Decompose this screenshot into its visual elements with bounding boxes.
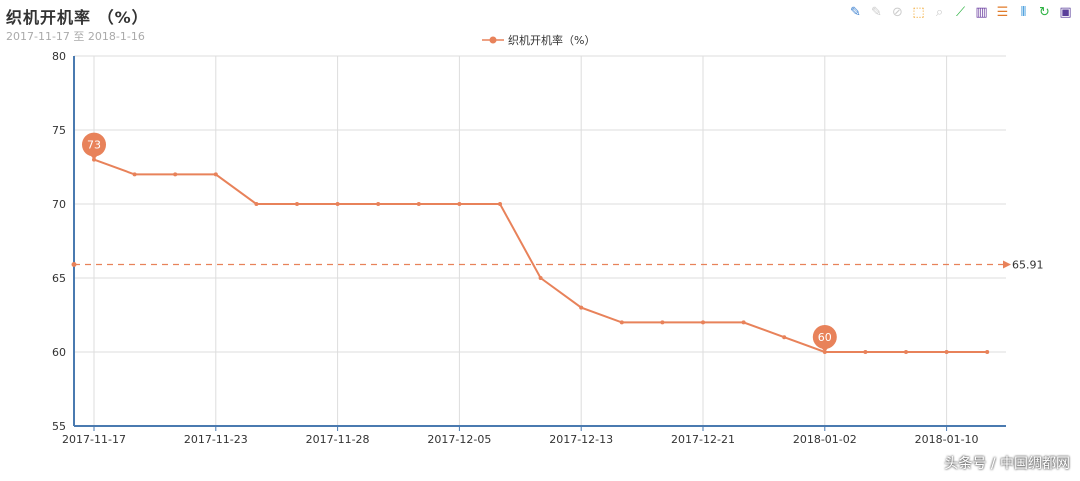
x-tick-label: 2017-11-23 xyxy=(184,433,248,446)
x-tick-label: 2017-11-28 xyxy=(306,433,370,446)
data-zoom-reset-icon[interactable]: ⌕ xyxy=(935,5,944,20)
data-point xyxy=(701,320,705,325)
data-point xyxy=(741,320,746,325)
data-point xyxy=(538,276,543,280)
data-point xyxy=(904,350,908,354)
data-point xyxy=(619,320,624,325)
y-tick-label: 65 xyxy=(52,272,66,285)
stack-icon[interactable]: ☰ xyxy=(996,5,1009,20)
data-point xyxy=(863,350,868,354)
restore-icon[interactable]: ↻ xyxy=(1039,5,1050,20)
save-image-icon[interactable]: ▣ xyxy=(1059,5,1072,20)
data-point xyxy=(173,172,178,177)
x-tick-label: 2018-01-02 xyxy=(793,433,857,446)
series-line xyxy=(93,158,988,353)
legend[interactable]: 织机开机率（%） xyxy=(482,32,595,48)
mark-pin xyxy=(82,132,106,157)
bar-chart-icon[interactable]: ▥ xyxy=(975,5,988,20)
mark-line-start-dot xyxy=(71,262,77,268)
x-tick-label: 2017-12-21 xyxy=(671,433,735,446)
data-point xyxy=(457,202,462,206)
x-tick-label: 2018-01-10 xyxy=(915,433,979,446)
mark-pin-label: 73 xyxy=(87,139,101,152)
data-point xyxy=(295,202,299,206)
y-tick-label: 75 xyxy=(52,124,66,137)
tiled-icon[interactable]: ⦀ xyxy=(1020,5,1027,20)
line-chart-icon[interactable]: ⟋ xyxy=(955,5,966,20)
watermark: 头条号 / 中国绸都网 xyxy=(944,456,1070,472)
data-zoom-icon[interactable]: ⬚ xyxy=(912,5,925,20)
mark-undo-icon[interactable]: ✎ xyxy=(871,5,882,20)
data-point xyxy=(376,202,381,206)
data-point xyxy=(660,320,665,325)
y-tick-label: 55 xyxy=(52,420,66,433)
data-point xyxy=(579,305,584,310)
legend-label: 织机开机率（%） xyxy=(508,34,596,47)
y-tick-label: 80 xyxy=(52,50,66,63)
mark-pin-label: 60 xyxy=(818,331,832,344)
mark-icon[interactable]: ✎ xyxy=(850,5,861,20)
mark-line-label: 65.91 xyxy=(1012,259,1044,272)
data-point xyxy=(213,172,218,177)
legend-line-icon xyxy=(482,36,504,44)
x-tick-label: 2017-11-17 xyxy=(62,433,126,446)
x-tick-label: 2017-12-13 xyxy=(549,433,613,446)
data-point xyxy=(985,350,990,354)
y-tick-label: 60 xyxy=(52,346,66,359)
toolbox: ✎ ✎ ⊘ ⬚ ⌕ ⟋ ▥ ☰ ⦀ ↻ ▣ xyxy=(847,4,1074,21)
data-point xyxy=(254,202,259,206)
x-tick-label: 2017-12-05 xyxy=(427,433,491,446)
chart-subtitle: 2017-11-17 至 2018-1-16 xyxy=(6,30,145,43)
data-point xyxy=(498,202,502,206)
chart-title: 织机开机率 （%） xyxy=(6,8,149,27)
mark-line-arrow xyxy=(1003,260,1011,269)
data-point xyxy=(782,335,787,340)
data-point xyxy=(944,350,949,354)
data-point xyxy=(132,172,137,177)
mark-clear-icon[interactable]: ⊘ xyxy=(892,5,903,20)
data-point xyxy=(416,202,421,206)
data-point xyxy=(335,202,340,206)
y-tick-label: 70 xyxy=(52,198,66,211)
mark-pin xyxy=(812,325,837,349)
